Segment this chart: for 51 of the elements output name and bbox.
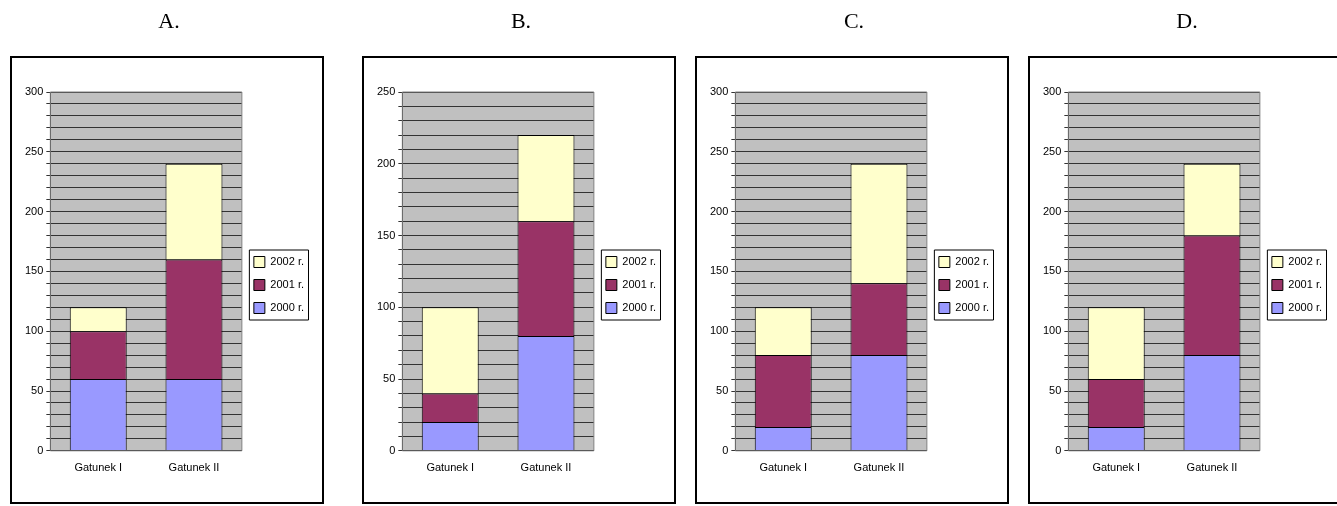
y-tick-label: 300 — [24, 85, 44, 98]
legend-label: 2002 r. — [955, 255, 989, 268]
x-tick-label: Gatunek I — [1092, 461, 1141, 474]
y-tick-label: 100 — [24, 324, 44, 337]
y-tick-label: 150 — [376, 228, 396, 241]
y-tick-label: 0 — [1055, 443, 1062, 456]
legend-label: 2001 r. — [1288, 278, 1322, 291]
x-tick-label: Gatunek I — [74, 461, 123, 474]
y-tick-label: 0 — [722, 443, 729, 456]
x-tick-label: Gatunek II — [853, 461, 905, 474]
y-tick-label: 150 — [1042, 264, 1062, 277]
y-tick-label: 250 — [1042, 144, 1062, 157]
legend-label: 2002 r. — [270, 255, 304, 268]
y-tick-label: 50 — [31, 384, 44, 397]
legend-label: 2001 r. — [955, 278, 989, 291]
legend-label: 2000 r. — [270, 301, 304, 314]
y-tick-label: 50 — [383, 372, 396, 385]
y-tick-label: 250 — [709, 144, 729, 157]
y-tick-label: 100 — [376, 300, 396, 313]
chart-title: D. — [1175, 8, 1199, 34]
y-tick-label: 200 — [1042, 204, 1062, 217]
legend-label: 2002 r. — [1288, 255, 1322, 268]
legend-label: 2000 r. — [1288, 301, 1322, 314]
legend-label: 2000 r. — [622, 301, 656, 314]
legend-label: 2001 r. — [622, 278, 656, 291]
x-tick-label: Gatunek II — [168, 461, 220, 474]
y-tick-label: 200 — [709, 204, 729, 217]
chart-title: B. — [509, 8, 533, 34]
legend-label: 2000 r. — [955, 301, 989, 314]
chart-title: C. — [842, 8, 866, 34]
x-tick-label: Gatunek II — [1186, 461, 1238, 474]
x-tick-label: Gatunek I — [759, 461, 808, 474]
y-tick-label: 200 — [376, 156, 396, 169]
y-tick-label: 150 — [24, 264, 44, 277]
y-tick-label: 200 — [24, 204, 44, 217]
x-tick-label: Gatunek I — [426, 461, 475, 474]
y-tick-label: 50 — [716, 384, 729, 397]
y-tick-label: 0 — [37, 443, 44, 456]
y-tick-label: 250 — [376, 85, 396, 98]
y-tick-label: 0 — [389, 443, 396, 456]
x-tick-label: Gatunek II — [520, 461, 572, 474]
y-tick-label: 300 — [709, 85, 729, 98]
y-tick-label: 150 — [709, 264, 729, 277]
y-tick-label: 100 — [1042, 324, 1062, 337]
y-tick-label: 250 — [24, 144, 44, 157]
legend-label: 2001 r. — [270, 278, 304, 291]
chart-title: A. — [157, 8, 181, 34]
legend-label: 2002 r. — [622, 255, 656, 268]
y-tick-label: 300 — [1042, 85, 1062, 98]
y-tick-label: 100 — [709, 324, 729, 337]
y-tick-label: 50 — [1049, 384, 1062, 397]
